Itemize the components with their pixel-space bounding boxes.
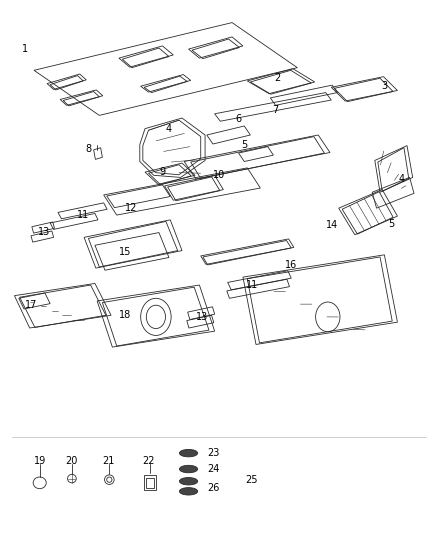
Text: 23: 23 [208,448,220,458]
Text: 5: 5 [388,219,394,229]
Ellipse shape [180,465,198,473]
Text: 18: 18 [119,310,131,320]
Ellipse shape [180,488,198,495]
Text: 19: 19 [34,456,46,466]
Text: 4: 4 [166,124,172,134]
Text: 10: 10 [213,171,225,180]
Text: 16: 16 [285,261,297,270]
Text: 17: 17 [25,300,37,310]
Text: 22: 22 [142,456,155,466]
Text: 20: 20 [66,456,78,466]
Text: 1: 1 [22,44,28,54]
Text: 11: 11 [246,280,258,290]
Text: 12: 12 [125,203,137,213]
Text: 25: 25 [245,475,258,484]
Text: 24: 24 [208,464,220,474]
Ellipse shape [180,478,198,485]
Text: 21: 21 [102,456,114,466]
Text: 5: 5 [241,140,247,150]
Ellipse shape [180,449,198,457]
Text: 11: 11 [77,209,89,220]
Text: 9: 9 [159,167,166,177]
Text: 6: 6 [236,114,242,124]
Text: 15: 15 [119,247,131,257]
Text: 8: 8 [85,144,92,154]
Text: 4: 4 [399,174,405,184]
Text: 13: 13 [38,227,50,237]
Text: 2: 2 [275,73,281,83]
Text: 3: 3 [381,81,388,91]
Text: 26: 26 [208,483,220,493]
Text: 7: 7 [272,105,279,115]
Text: 13: 13 [196,312,208,322]
Text: 14: 14 [326,220,338,230]
